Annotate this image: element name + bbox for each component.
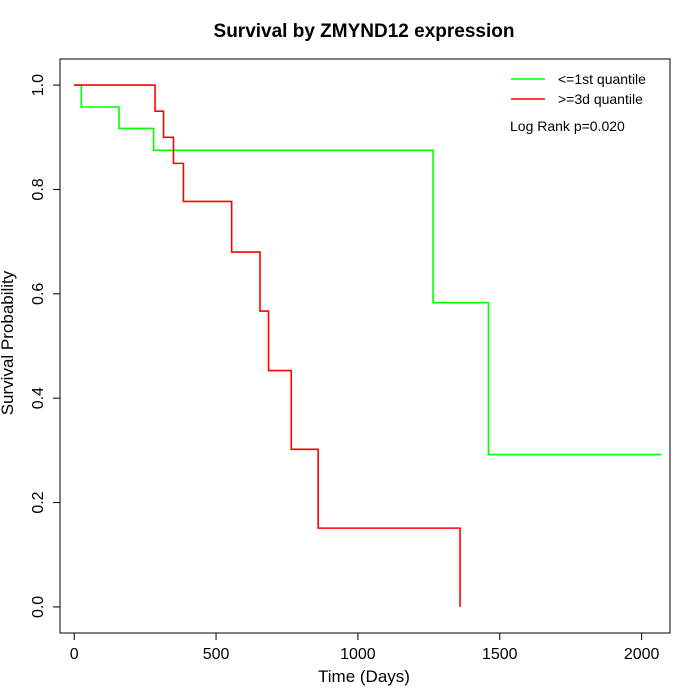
y-axis-label: Survival Probability — [0, 270, 17, 415]
legend-label: >=3d quantile — [558, 91, 643, 107]
y-axis: 0.0 0.2 0.4 0.6 0.8 1.0 — [30, 74, 61, 618]
chart-title: Survival by ZMYND12 expression — [214, 21, 515, 42]
y-tick-label: 0.8 — [30, 178, 47, 200]
y-tick-label: 0.0 — [30, 596, 47, 618]
x-tick-label: 500 — [203, 646, 230, 663]
x-axis: 0 500 1000 1500 2000 — [70, 632, 660, 663]
y-tick-label: 0.4 — [30, 387, 47, 409]
x-tick-label: 1000 — [340, 646, 376, 663]
log-rank-annotation: Log Rank p=0.020 — [510, 118, 625, 134]
plot-frame — [59, 58, 671, 634]
x-tick-label: 2000 — [624, 646, 660, 663]
legend-label: <=1st quantile — [558, 71, 646, 87]
survival-curve — [74, 84, 662, 456]
x-tick-label: 0 — [70, 646, 79, 663]
y-tick-label: 0.6 — [30, 283, 47, 305]
y-tick-label: 0.2 — [30, 491, 47, 513]
survival-curves — [74, 84, 662, 607]
legend: <=1st quantile >=3d quantile — [511, 71, 646, 107]
x-axis-label: Time (Days) — [318, 667, 410, 686]
survival-curve — [74, 84, 461, 607]
y-tick-label: 1.0 — [30, 74, 47, 96]
x-tick-label: 1500 — [482, 646, 518, 663]
